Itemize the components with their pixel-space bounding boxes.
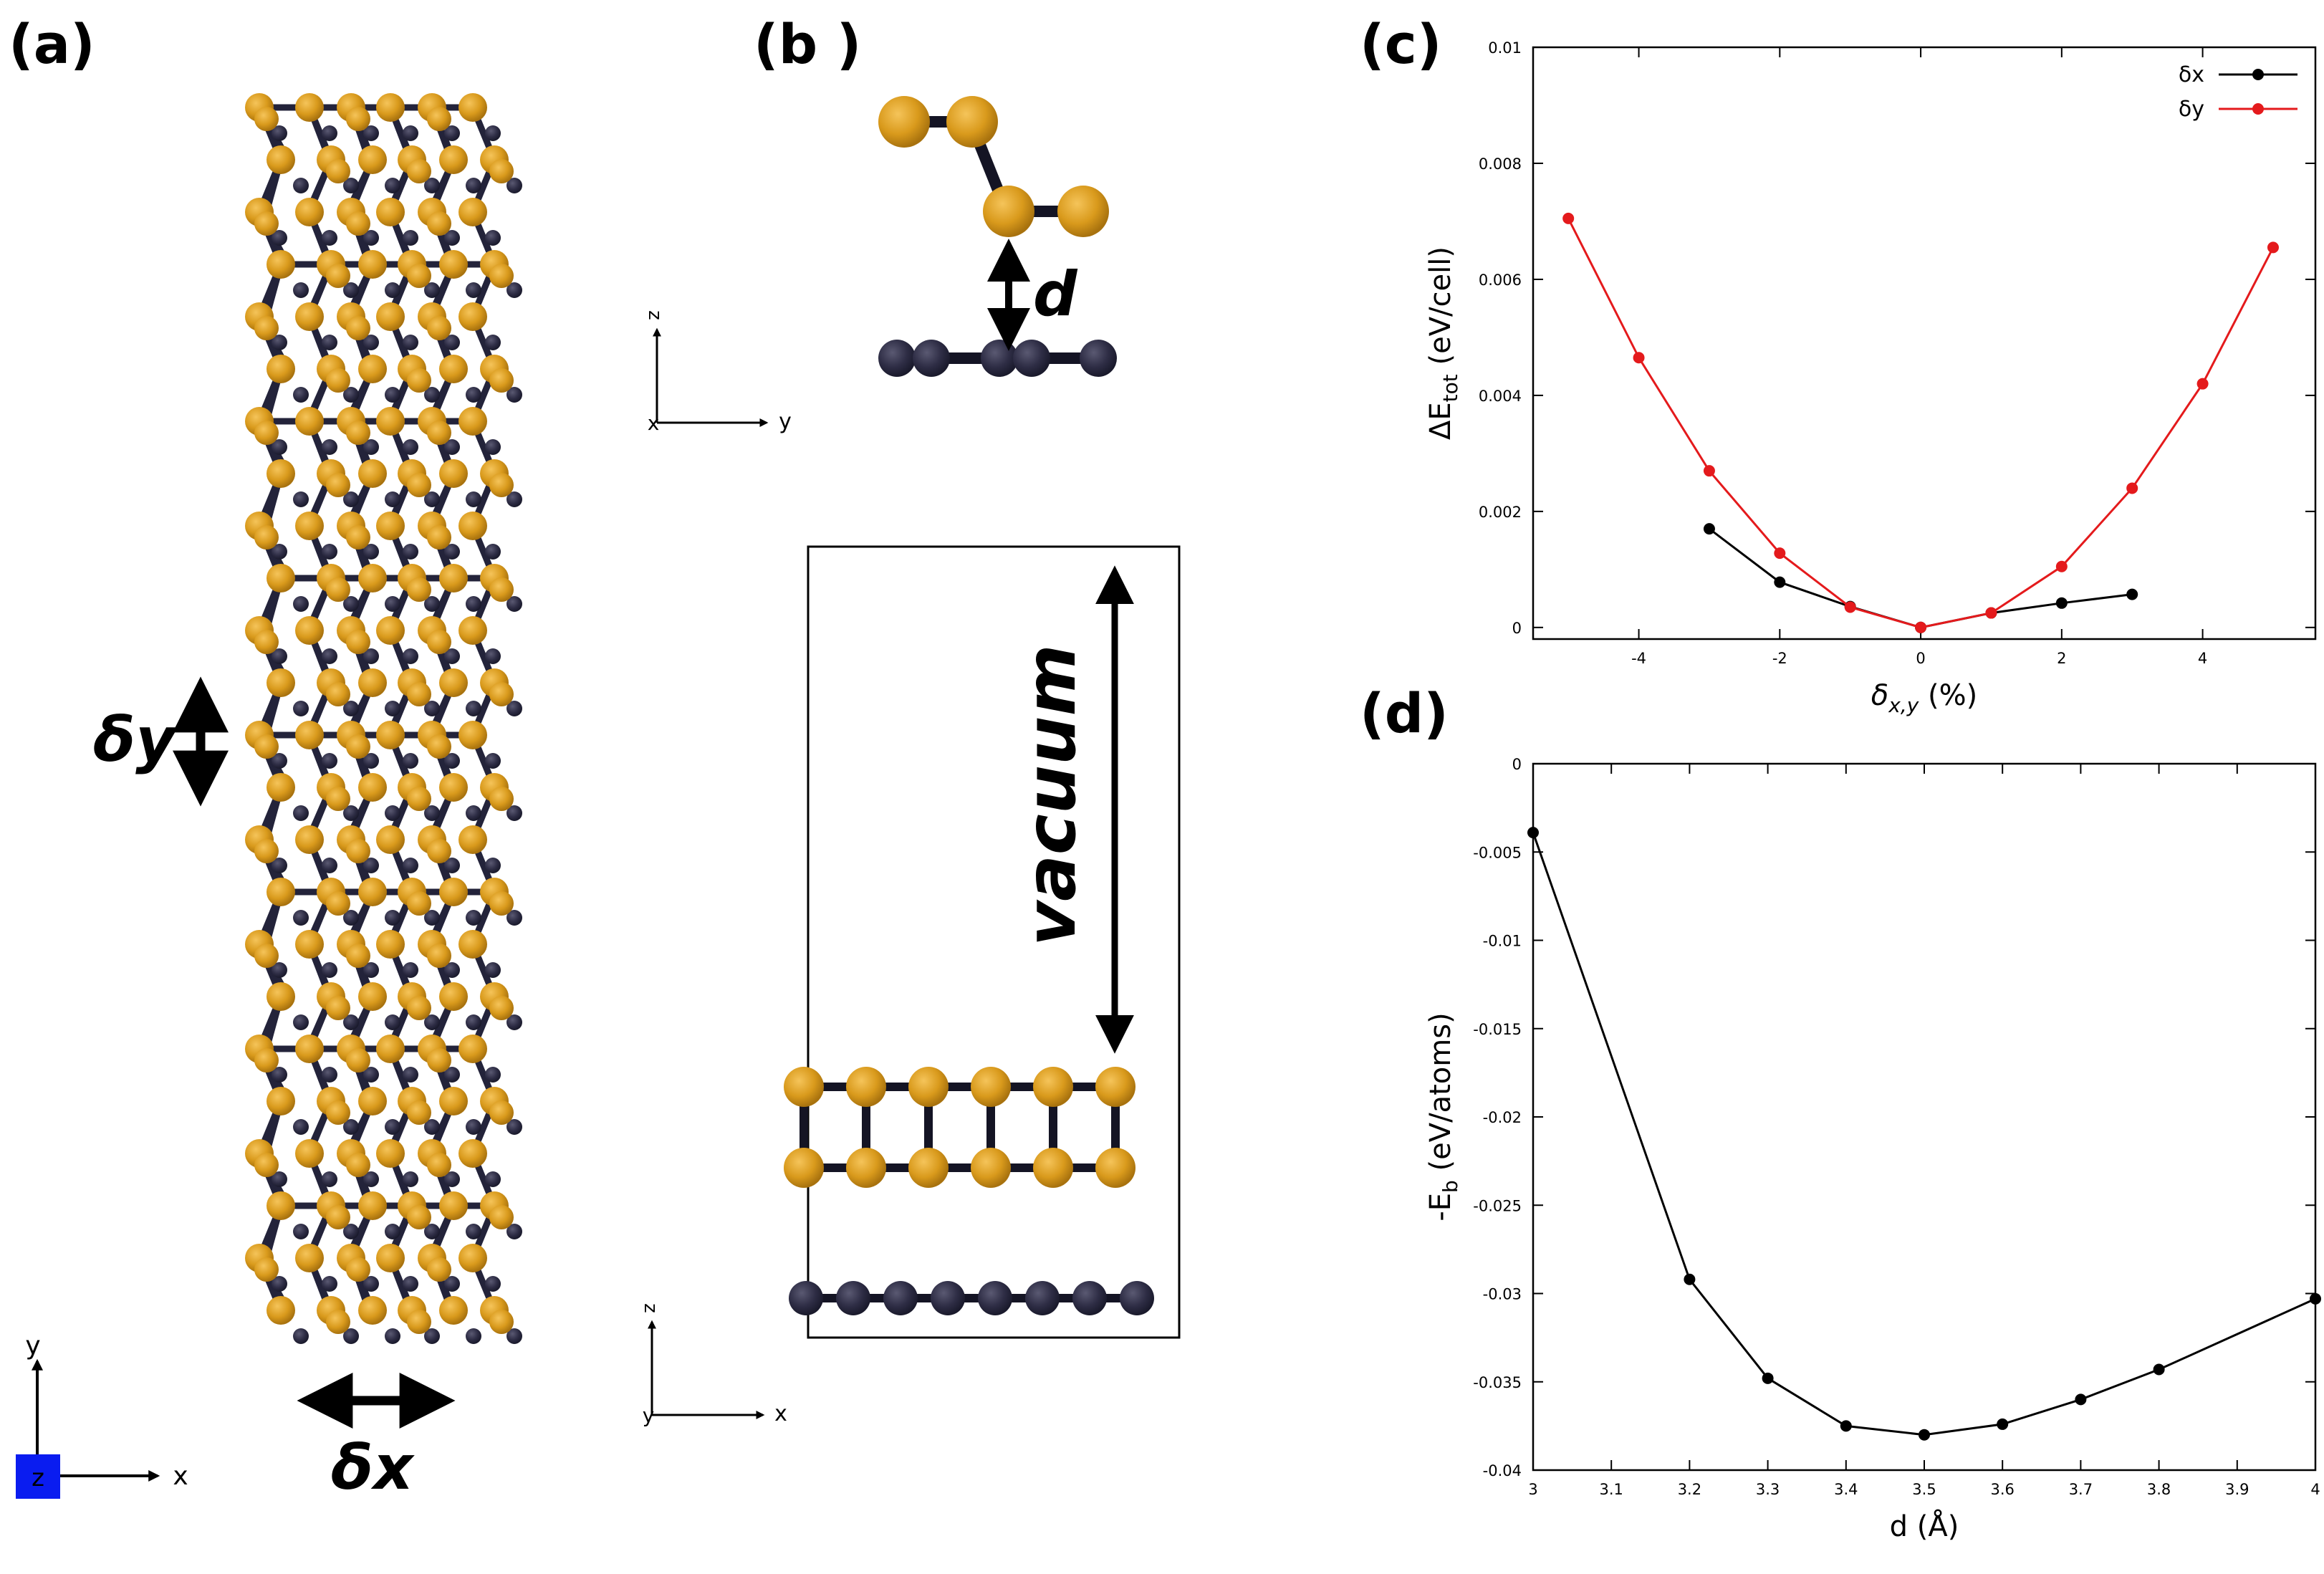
x-axis-label-c: δx,y (%) — [1871, 679, 1977, 717]
data-point-c-0 — [1774, 576, 1786, 588]
series-line-d-0 — [1532, 832, 2316, 1436]
z-axis-box — [16, 1454, 60, 1499]
plot-frame-d — [1532, 762, 2317, 1472]
data-point-c-0 — [2126, 588, 2138, 600]
data-point-c-0 — [1703, 523, 1715, 535]
data-point-c-1 — [1915, 621, 1927, 633]
triad-b-top-z: z — [644, 310, 666, 320]
panel-c: (c) -4 -2 0 2 4 0 0.002 0.004 0.006 0.008 0.01 δx,y… — [1360, 12, 2317, 717]
x-axis-label-d: d (Å) — [1890, 1509, 1959, 1543]
x-tick-label-d: 3.8 — [2147, 1481, 2171, 1498]
data-point-d-0 — [1527, 827, 1539, 839]
axes-triad-b-bottom: z x y — [640, 1303, 787, 1427]
panel-b: (b ) d z y x vac — [640, 12, 1181, 1427]
y-tick-label-c: 0.002 — [1479, 504, 1522, 521]
data-point-c-1 — [1774, 547, 1786, 560]
data-point-c-1 — [1844, 601, 1856, 613]
x-tick-label-c: 4 — [2198, 650, 2207, 667]
y-tick-label-c: 0.006 — [1479, 272, 1522, 289]
triad-b-bottom-x: x — [774, 1401, 787, 1426]
data-point-d-0 — [1919, 1429, 1930, 1441]
x-tick-label-d: 3.4 — [1834, 1481, 1858, 1498]
panel-d-label: (d) — [1360, 681, 1449, 745]
triad-b-bottom-y: y — [643, 1403, 655, 1427]
vacuum-label: vacuum — [1011, 645, 1091, 946]
dx-label: δx — [331, 1432, 415, 1504]
panel-b-label: (b ) — [754, 12, 861, 76]
y-tick-label-d: 0 — [1512, 756, 1522, 773]
y-tick-label-d: -0.035 — [1473, 1374, 1522, 1391]
x-tick-label-d: 3.5 — [1912, 1481, 1936, 1498]
data-point-c-1 — [2267, 241, 2279, 254]
nanotube-lattice — [245, 93, 522, 1344]
supercell-box — [807, 545, 1181, 1339]
data-point-c-1 — [2055, 560, 2068, 572]
y-axis-label-c: ΔEtot (eV/cell) — [1424, 246, 1462, 440]
d-label: d — [1033, 259, 1078, 330]
triad-b-top-x: x — [648, 411, 660, 435]
data-point-c-0 — [2055, 597, 2068, 609]
y-tick-label-d: -0.01 — [1483, 933, 1522, 950]
data-point-d-0 — [2075, 1393, 2087, 1406]
x-tick-label-c: 0 — [1916, 650, 1925, 667]
axes-triad-b-top: z y x — [644, 310, 792, 435]
x-tick-label-d: 3.1 — [1599, 1481, 1623, 1498]
data-point-d-0 — [1684, 1273, 1696, 1285]
slab-side-view — [784, 1067, 1154, 1315]
chart-c: -4 -2 0 2 4 0 0.002 0.004 0.006 0.008 0.01 δx,y (%)… — [1424, 39, 2317, 717]
triad-a-x: x — [173, 1462, 188, 1491]
x-tick-label-c: 2 — [2057, 650, 2066, 667]
x-tick-label-c: -2 — [1772, 650, 1787, 667]
x-tick-label-d: 3 — [1528, 1481, 1537, 1498]
y-tick-label-d: -0.025 — [1473, 1197, 1522, 1214]
data-point-d-0 — [1840, 1420, 1852, 1432]
y-tick-label-c: 0.008 — [1479, 155, 1522, 173]
triad-a-z: z — [32, 1464, 44, 1492]
panel-a: (a) δy δx z y x — [9, 12, 522, 1504]
data-point-c-1 — [1562, 212, 1575, 224]
legend-marker-c — [2252, 69, 2264, 80]
y-tick-label-d: -0.04 — [1483, 1462, 1522, 1479]
data-point-c-1 — [2126, 482, 2138, 494]
legend-label-c: δy — [2179, 97, 2204, 122]
y-tick-label-d: -0.03 — [1483, 1286, 1522, 1303]
y-tick-label-d: -0.02 — [1483, 1109, 1522, 1126]
x-tick-label-d: 4 — [2310, 1481, 2320, 1498]
triad-a-y: y — [25, 1331, 40, 1361]
panel-d: (d) 3 3.1 3.2 3.3 3.4 3.5 3.6 3.7 3.8 3.9 4 0 -0.005… — [1360, 681, 2321, 1543]
data-point-d-0 — [2153, 1363, 2165, 1376]
panel-c-label: (c) — [1360, 12, 1442, 76]
side-view-molecule — [878, 96, 1117, 377]
y-tick-label-d: -0.015 — [1473, 1021, 1522, 1038]
x-tick-label-d: 3.6 — [1990, 1481, 2014, 1498]
data-point-c-1 — [1703, 465, 1715, 477]
triad-b-bottom-z: z — [640, 1303, 661, 1313]
x-tick-label-d: 3.7 — [2069, 1481, 2093, 1498]
legend-marker-c — [2252, 103, 2264, 115]
x-tick-label-d: 3.3 — [1756, 1481, 1780, 1498]
triad-b-top-y: y — [779, 409, 792, 434]
axes-triad-a: z y x — [16, 1331, 188, 1499]
dy-label: δy — [93, 704, 178, 776]
data-point-d-0 — [2310, 1292, 2321, 1305]
y-tick-label-d: -0.005 — [1473, 844, 1522, 861]
data-point-c-1 — [1985, 607, 1997, 619]
data-point-d-0 — [1997, 1418, 2009, 1430]
legend-label-c: δx — [2179, 62, 2204, 87]
x-tick-label-d: 3.9 — [2225, 1481, 2249, 1498]
series-line-c-1 — [1567, 218, 2275, 629]
y-tick-label-c: 0.004 — [1479, 388, 1522, 405]
plot-frame-c — [1532, 46, 2317, 640]
y-axis-label-d: -Eb (eV/atoms) — [1424, 1012, 1462, 1221]
x-tick-label-d: 3.2 — [1678, 1481, 1701, 1498]
y-tick-label-c: 0 — [1512, 620, 1522, 637]
x-tick-label-c: -4 — [1631, 650, 1646, 667]
y-tick-label-c: 0.01 — [1488, 39, 1522, 57]
data-point-c-1 — [1633, 352, 1645, 364]
panel-a-label: (a) — [9, 12, 95, 76]
data-point-d-0 — [1762, 1372, 1774, 1384]
chart-d: 3 3.1 3.2 3.3 3.4 3.5 3.6 3.7 3.8 3.9 4 0 -0.005 -0.0… — [1424, 756, 2321, 1543]
data-point-c-1 — [2196, 378, 2209, 390]
